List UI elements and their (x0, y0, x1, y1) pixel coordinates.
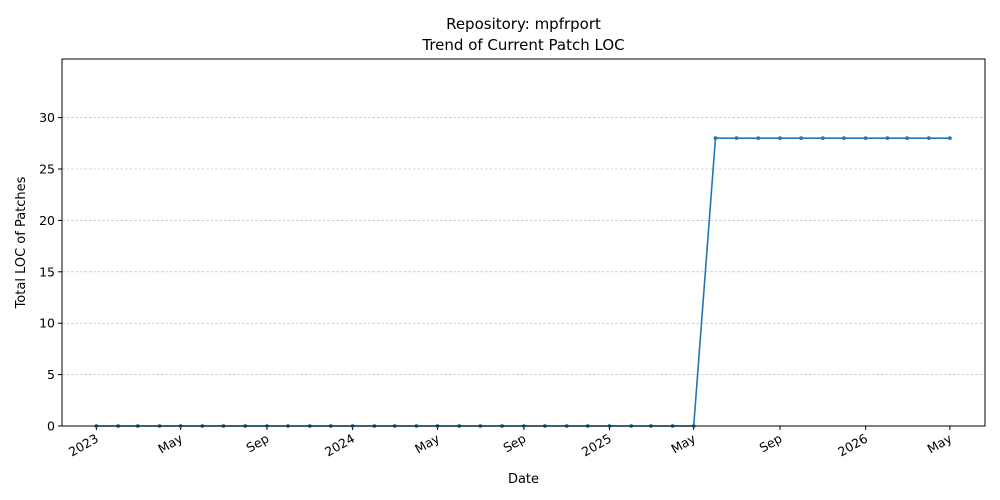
y-tick-label: 10 (39, 316, 55, 331)
data-point (734, 136, 739, 141)
y-tick-label: 5 (47, 367, 55, 382)
y-axis-label: Total LOC of Patches (14, 176, 29, 309)
data-point (799, 136, 804, 141)
x-tick-label: May (668, 430, 698, 456)
data-point (820, 136, 825, 141)
y-tick-label: 15 (39, 264, 55, 279)
x-tick-label: May (925, 430, 955, 456)
data-point (905, 136, 909, 141)
x-tick-label: 2026 (835, 431, 870, 460)
x-tick-label: 2025 (579, 431, 614, 460)
series-line (96, 137, 950, 427)
data-point (756, 136, 761, 141)
x-axis-ticks: 2023 May Sep 2024 May Sep 2025 May Sep 2026 May (66, 426, 955, 460)
x-tick-label: Sep (500, 431, 528, 456)
x-tick-label: Sep (244, 431, 272, 456)
data-point (778, 136, 782, 141)
chart-title: Repository: mpfrport (446, 15, 601, 33)
x-tick-label: 2023 (66, 431, 101, 460)
y-tick-label: 20 (39, 213, 55, 228)
data-point (713, 136, 718, 141)
data-point (948, 136, 952, 141)
data-point (885, 136, 890, 141)
data-point (863, 136, 868, 141)
series-layer (94, 136, 952, 428)
x-tick-label: Sep (757, 431, 785, 456)
plot-frame (61, 58, 986, 427)
y-tick-label: 0 (47, 419, 55, 434)
x-tick-label: May (155, 430, 185, 456)
data-point (926, 136, 931, 141)
chart-subtitle: Trend of Current Patch LOC (421, 36, 624, 54)
x-axis-label: Date (508, 472, 539, 487)
x-tick-label: 2024 (322, 431, 357, 460)
y-tick-label: 30 (39, 110, 55, 125)
gridlines (62, 117, 985, 427)
y-axis-ticks: 0 5 10 15 20 25 30 (39, 110, 62, 434)
data-point (842, 136, 846, 141)
x-tick-label: May (412, 430, 442, 456)
y-tick-label: 25 (39, 161, 55, 176)
